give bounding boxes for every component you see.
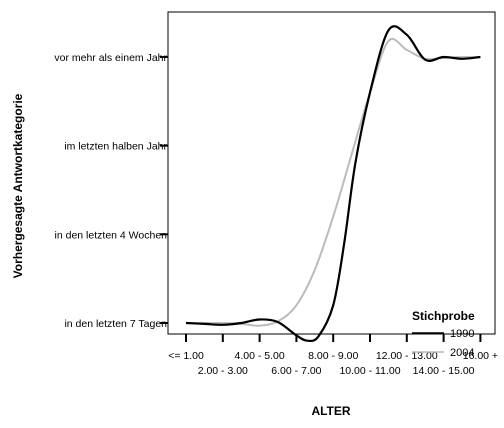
x-tick-label: 8.00 - 9.00 — [308, 350, 358, 362]
plot-frame — [167, 11, 496, 335]
x-tick-label: 14.00 - 15.00 — [413, 365, 475, 377]
x-axis-title: ALTER — [311, 404, 350, 418]
legend-label-1990: 1990 — [450, 328, 474, 340]
y-tick-label: im letzten halben Jahr — [64, 141, 167, 153]
y-axis-title: Vorhergesagte Antwortkategorie — [11, 93, 25, 278]
series-layer — [185, 25, 481, 343]
x-tick-label: 4.00 - 5.00 — [234, 350, 284, 362]
legend-title: Stichprobe — [412, 309, 475, 323]
x-tick-label: 2.00 - 3.00 — [198, 365, 248, 377]
y-tick-label: in den letzten 7 Tagen — [64, 318, 167, 330]
legend: Stichprobe 1990 2004 — [412, 309, 475, 359]
x-tick-label: 12.00 - 13.00 — [376, 350, 438, 362]
y-axis: in den letzten 7 Tagen in den letzten 4 W… — [54, 52, 168, 330]
x-tick-label: 6.00 - 7.00 — [271, 365, 321, 377]
x-tick-label: 16.00 + — [463, 350, 498, 362]
series-line-1990 — [185, 25, 481, 343]
y-tick-label: in den letzten 4 Wochen — [55, 229, 168, 241]
x-axis: <= 1.00 2.00 - 3.00 4.00 - 5.00 6.00 - 7.00… — [168, 334, 498, 377]
legend-label-2004: 2004 — [450, 347, 474, 359]
x-tick-label: <= 1.00 — [168, 350, 204, 362]
x-tick-label: 10.00 - 11.00 — [339, 365, 400, 377]
y-tick-label: vor mehr als einem Jahr — [54, 52, 167, 64]
